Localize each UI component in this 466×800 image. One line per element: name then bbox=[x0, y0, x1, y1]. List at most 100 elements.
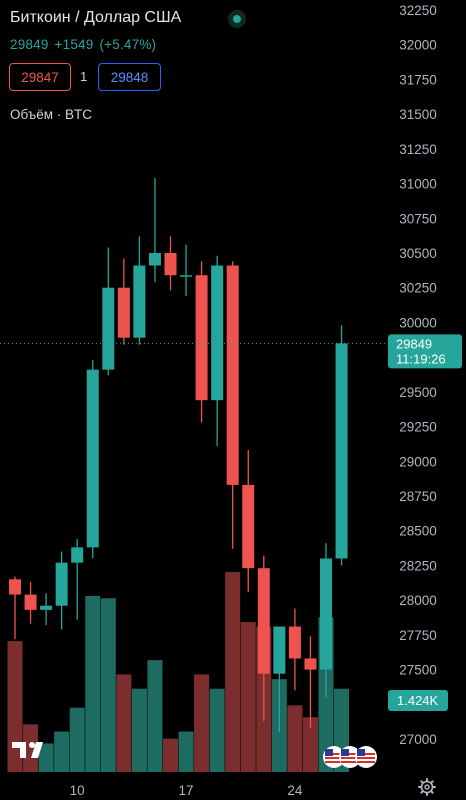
price-tick-label: 30500 bbox=[399, 246, 437, 261]
candle-body bbox=[164, 253, 177, 276]
candle bbox=[164, 236, 177, 291]
price-tick-label: 31000 bbox=[399, 177, 437, 192]
candle bbox=[195, 261, 208, 423]
candle bbox=[71, 539, 84, 620]
time-tick-label: 24 bbox=[287, 783, 303, 798]
candle-body bbox=[257, 568, 270, 674]
candle-body bbox=[55, 562, 68, 606]
sell-button[interactable]: 29847 bbox=[9, 63, 71, 91]
gear-icon[interactable] bbox=[418, 778, 436, 796]
price-tick-label: 31750 bbox=[399, 72, 437, 87]
candle-body bbox=[195, 275, 208, 401]
quote-line: 29849 +1549 (+5.47%) bbox=[10, 37, 162, 52]
candle-body bbox=[148, 253, 161, 266]
price-tick-label: 27750 bbox=[399, 628, 437, 643]
spread-value: 1 bbox=[80, 69, 88, 84]
volume-bar bbox=[163, 738, 178, 772]
volume-bar bbox=[7, 641, 23, 772]
time-tick-label: 17 bbox=[179, 783, 194, 798]
candle-body bbox=[273, 626, 286, 674]
price-tick-label: 31500 bbox=[399, 107, 437, 122]
candle-body bbox=[226, 265, 239, 485]
last-price: 29849 bbox=[10, 37, 49, 52]
candle-body bbox=[133, 265, 146, 338]
us-flag-icon bbox=[323, 746, 345, 768]
candle bbox=[148, 178, 161, 283]
volume-indicator-label[interactable]: Объём · BTC bbox=[10, 107, 93, 122]
change-percent: (+5.47%) bbox=[99, 37, 157, 52]
symbol-title[interactable]: Биткоин / Доллар США bbox=[10, 9, 182, 26]
volume-bar bbox=[54, 731, 70, 772]
candle bbox=[335, 325, 348, 566]
volume-bar bbox=[194, 674, 210, 772]
volume-bar bbox=[85, 595, 101, 772]
price-tick-label: 27000 bbox=[399, 732, 437, 747]
buy-button[interactable]: 29848 bbox=[98, 63, 161, 91]
candle-body bbox=[242, 484, 255, 569]
volume-bar bbox=[38, 743, 54, 772]
volume-bar bbox=[147, 660, 163, 772]
time-tick-label: 10 bbox=[70, 783, 85, 798]
candle-body bbox=[102, 287, 115, 370]
candle bbox=[117, 258, 130, 345]
candle bbox=[40, 593, 53, 626]
candle-body bbox=[180, 275, 193, 277]
candle bbox=[226, 261, 239, 549]
price-tick-label: 29500 bbox=[399, 385, 437, 400]
price-tick-label: 27500 bbox=[399, 663, 437, 678]
volume-bar bbox=[116, 674, 132, 772]
volume-bar bbox=[131, 688, 147, 772]
candles bbox=[9, 178, 348, 733]
candle bbox=[9, 576, 21, 640]
price-tick-label: 28000 bbox=[399, 593, 437, 608]
candle bbox=[320, 543, 332, 698]
volume-bar bbox=[287, 705, 303, 772]
time-axis[interactable]: 10 17 24 bbox=[70, 783, 303, 798]
candle-body bbox=[86, 369, 99, 548]
candle bbox=[24, 582, 37, 624]
candle-body bbox=[24, 594, 37, 610]
volume-bar bbox=[240, 622, 256, 772]
us-flag-event-icons[interactable] bbox=[322, 745, 380, 769]
volume-bar bbox=[302, 717, 318, 772]
last-price-badge-value: 29849 bbox=[396, 336, 432, 351]
candle bbox=[55, 551, 68, 630]
candle-body bbox=[117, 287, 130, 338]
price-tick-label: 28250 bbox=[399, 558, 437, 573]
change: +1549 bbox=[54, 37, 94, 52]
candle bbox=[304, 636, 317, 728]
price-tick-label: 30000 bbox=[399, 315, 437, 330]
volume-bar bbox=[23, 724, 39, 772]
volume-badge bbox=[388, 690, 448, 711]
candle bbox=[257, 555, 270, 721]
volume-bar bbox=[178, 731, 194, 772]
price-tick-label: 32000 bbox=[399, 38, 437, 53]
candle bbox=[242, 450, 255, 592]
market-status-icon bbox=[228, 10, 246, 28]
price-axis[interactable]: 2700027250275002775028000282502850028750… bbox=[399, 3, 437, 747]
countdown-timer: 11:19:26 bbox=[396, 351, 446, 366]
volume-bar bbox=[69, 707, 85, 772]
candle bbox=[273, 626, 286, 733]
candle-body bbox=[335, 343, 348, 559]
price-tick-label: 31250 bbox=[399, 142, 437, 157]
candle bbox=[133, 236, 146, 345]
tradingview-logo-icon bbox=[12, 742, 43, 758]
us-flag-icon bbox=[339, 746, 361, 768]
candle-body bbox=[9, 579, 21, 595]
volume-bar bbox=[100, 598, 116, 772]
candle-body bbox=[211, 265, 224, 401]
candle-body bbox=[304, 658, 317, 670]
candle bbox=[102, 247, 115, 376]
candle-body bbox=[288, 626, 301, 659]
price-tick-label: 28500 bbox=[399, 524, 437, 539]
price-tick-label: 28750 bbox=[399, 489, 437, 504]
volume-bar bbox=[209, 688, 225, 772]
candle-body bbox=[71, 547, 84, 563]
candle bbox=[288, 608, 301, 691]
candle bbox=[86, 359, 99, 559]
volume-badge-value: 1.424K bbox=[397, 693, 439, 708]
candle-body bbox=[320, 558, 332, 670]
